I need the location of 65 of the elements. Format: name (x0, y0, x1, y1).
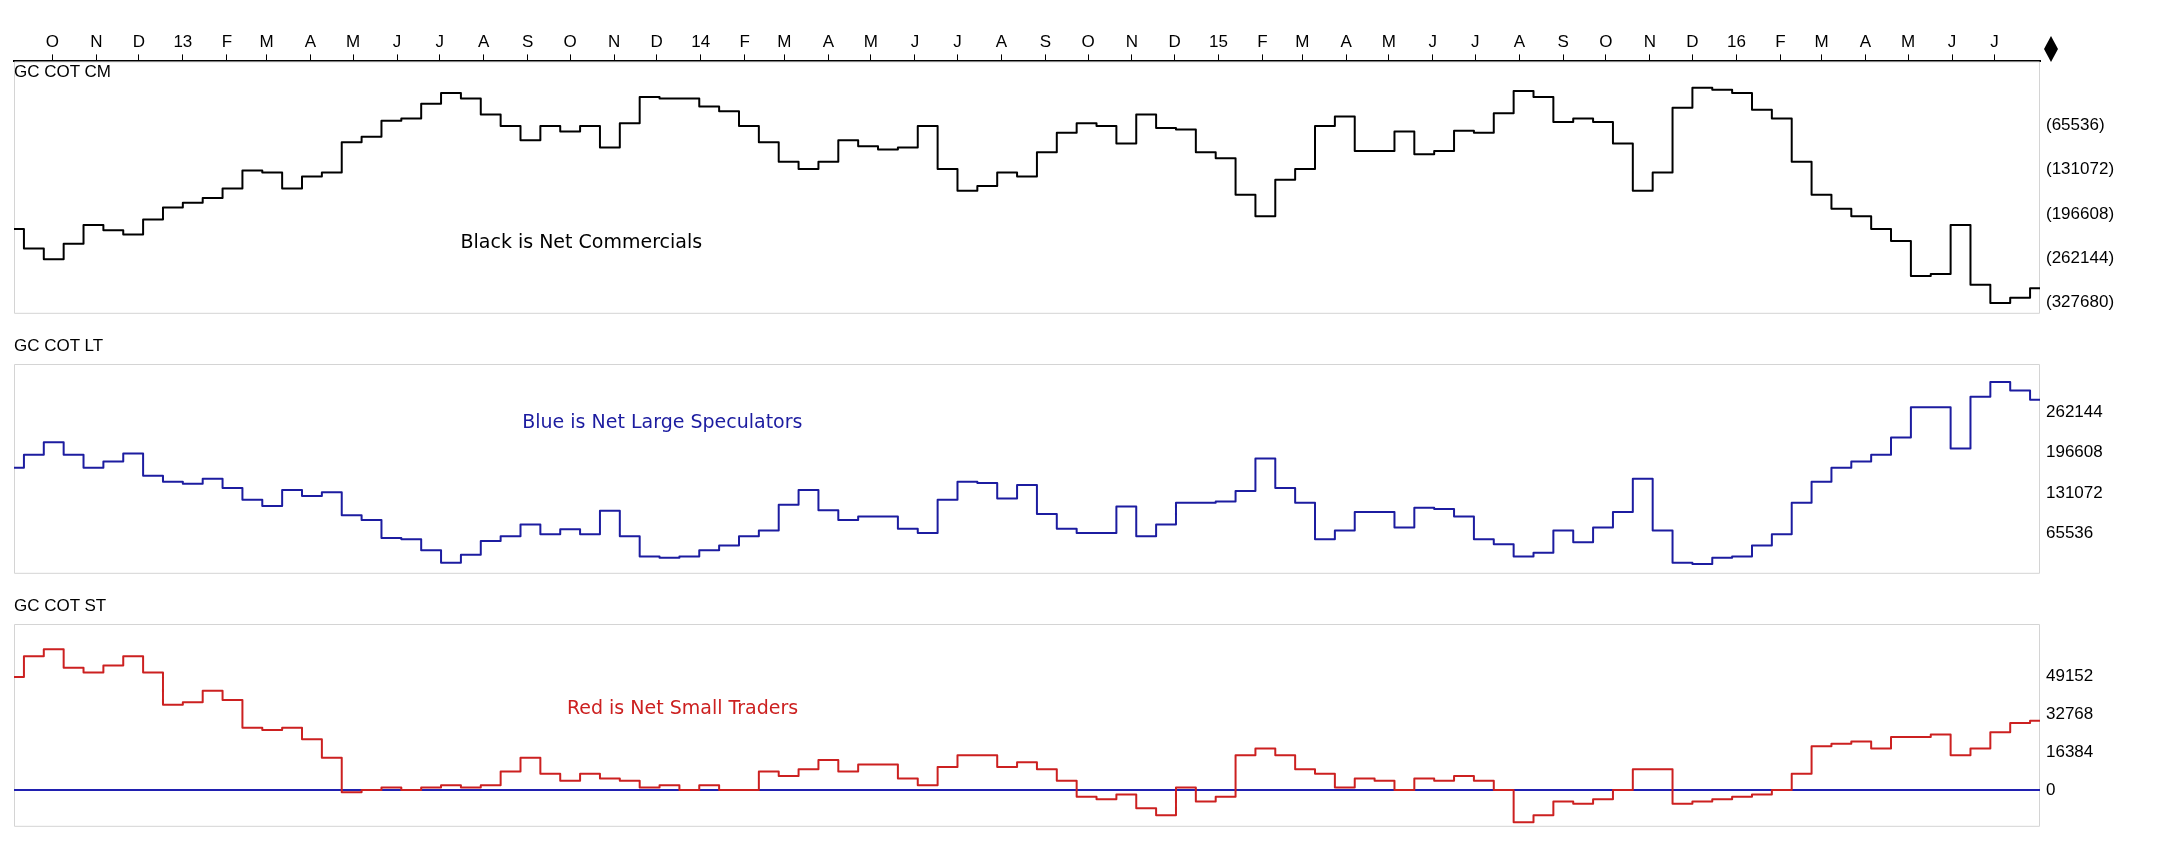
y-tick-label: 65536 (2046, 523, 2094, 543)
x-tick-label: A (1859, 31, 1872, 51)
x-tick-label: M (259, 31, 274, 51)
x-tick-label: N (1643, 31, 1656, 51)
x-tick-label: O (563, 31, 577, 51)
y-tick-label: (196608) (2046, 203, 2115, 223)
chart-title: GC COT CM (14, 61, 111, 81)
x-tick-label: M (777, 31, 792, 51)
x-tick-label: N (608, 31, 621, 51)
annotation: Blue is Net Large Speculators (522, 409, 803, 432)
x-tick-label: O (1599, 31, 1613, 51)
y-tick-label: 262144 (2046, 401, 2103, 421)
x-tick-label: J (1947, 31, 1957, 51)
y-tick-label: 131072 (2046, 482, 2103, 502)
x-tick-label: M (1295, 31, 1310, 51)
x-tick-label: A (822, 31, 835, 51)
annotation: Red is Net Small Traders (566, 696, 799, 719)
x-tick-label: J (1428, 31, 1438, 51)
chart-title: GC COT ST (14, 596, 107, 616)
x-tick-label: F (739, 31, 750, 51)
annotation: Black is Net Commercials (460, 230, 703, 253)
x-tick-label: O (45, 31, 59, 51)
x-tick-label: D (1168, 31, 1181, 51)
x-tick-label: A (1340, 31, 1353, 51)
x-tick-label: F (1775, 31, 1786, 51)
x-tick-label: M (1814, 31, 1829, 51)
y-tick-label: 196608 (2046, 442, 2103, 462)
x-tick-label: 15 (1209, 31, 1228, 51)
x-tick-label: J (1471, 31, 1480, 51)
x-tick-label: A (1513, 31, 1526, 51)
x-tick-label: M (1381, 31, 1396, 51)
x-tick-label: M (1900, 31, 1916, 51)
x-tick-label: A (995, 31, 1008, 51)
x-tick-label: J (392, 31, 402, 51)
x-tick-label: A (477, 31, 490, 51)
x-tick-label: N (1125, 31, 1139, 51)
x-tick-label: F (221, 31, 233, 51)
y-tick-label: 49152 (2046, 666, 2094, 686)
x-tick-label: F (1257, 31, 1268, 51)
x-tick-label: J (435, 31, 444, 51)
x-tick-label: D (1686, 31, 1699, 51)
y-tick-label: (131072) (2046, 159, 2115, 179)
x-tick-label: 13 (173, 31, 193, 51)
x-tick-label: N (90, 31, 103, 51)
x-tick-label: J (1990, 31, 1999, 51)
x-tick-label: J (910, 31, 920, 51)
x-tick-label: S (1557, 31, 1569, 51)
x-tick-label: D (650, 31, 663, 51)
x-tick-label: S (521, 31, 534, 51)
y-tick-label: (262144) (2046, 247, 2115, 267)
y-tick-label: 0 (2046, 779, 2056, 799)
x-tick-label: M (346, 31, 361, 51)
x-tick-label: J (953, 31, 962, 51)
x-tick-label: 14 (691, 31, 711, 51)
y-tick-label: (327680) (2046, 291, 2115, 311)
x-tick-label: A (304, 31, 317, 51)
y-tick-label: 32768 (2046, 704, 2094, 724)
chart-title: GC COT LT (14, 336, 104, 356)
x-tick-label: 16 (1726, 31, 1746, 51)
x-tick-label: S (1039, 31, 1052, 51)
y-tick-label: 16384 (2046, 741, 2094, 761)
y-tick-label: (65536) (2046, 115, 2105, 135)
x-tick-label: D (132, 31, 145, 51)
x-tick-label: M (863, 31, 879, 51)
x-tick-label: O (1081, 31, 1095, 51)
